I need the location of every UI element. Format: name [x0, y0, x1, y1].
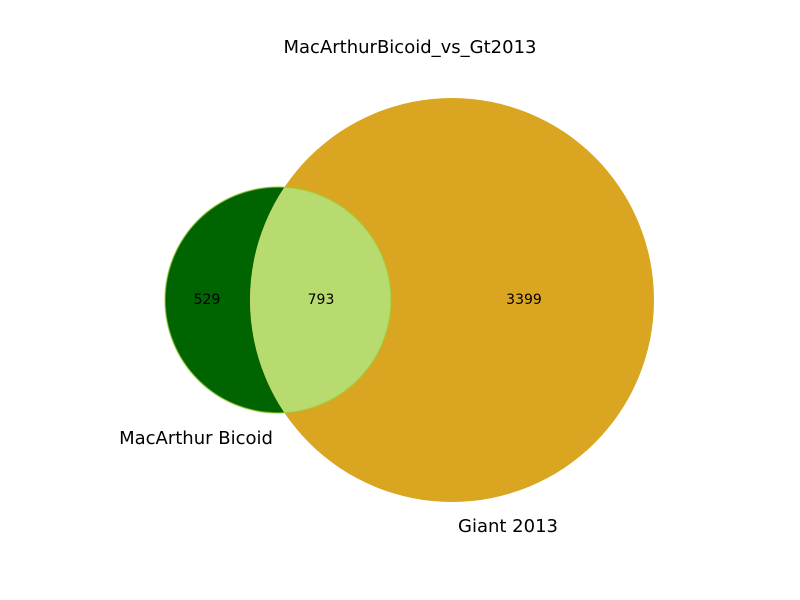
set-label-giant-2013: Giant 2013: [458, 516, 558, 537]
region-count-only-macarthur-bicoid: 529: [194, 292, 221, 308]
chart-title: MacArthurBicoid_vs_Gt2013: [284, 37, 537, 58]
region-count-only-giant-2013: 3399: [506, 292, 542, 308]
set-circle-giant-2013: [250, 98, 654, 502]
region-count-intersection: 793: [308, 292, 335, 308]
set-label-macarthur-bicoid: MacArthur Bicoid: [119, 428, 273, 449]
intersection-edge: [164, 186, 392, 414]
